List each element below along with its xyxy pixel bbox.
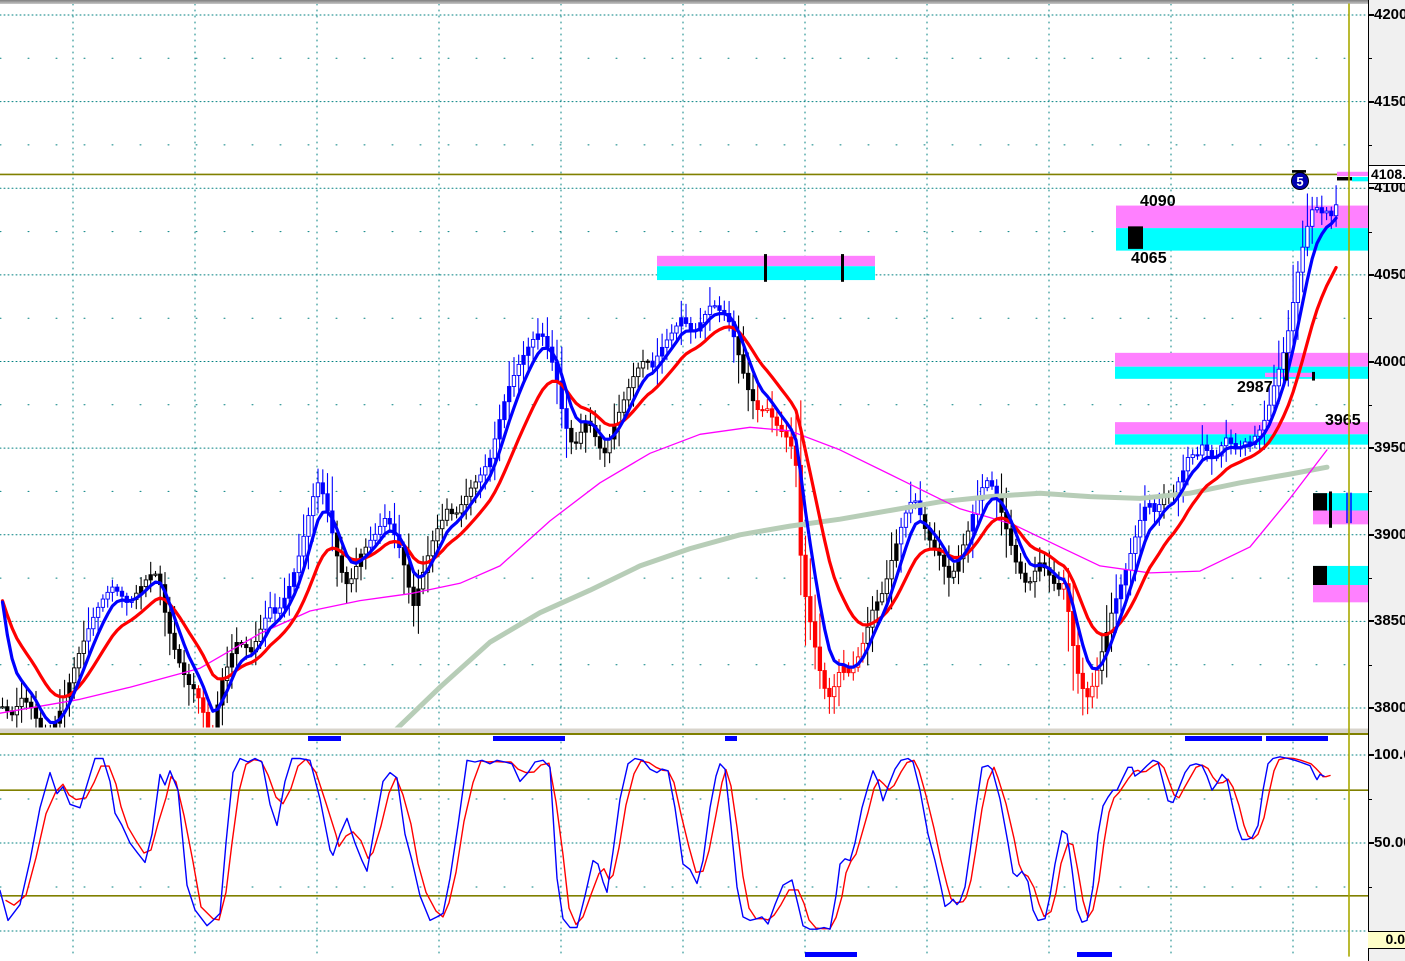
oscillator-value-box: 0.0 — [1368, 931, 1405, 949]
price-tick-label: 4150 — [1374, 92, 1405, 110]
price-tick-minor — [1369, 578, 1372, 580]
zone-markers — [764, 170, 1352, 585]
stoch-k-line — [0, 756, 1325, 930]
price-tick-label: 4000 — [1374, 352, 1405, 370]
stochastic-panel[interactable] — [0, 736, 1368, 958]
stoch-tick-label: 100.0 — [1374, 746, 1405, 763]
price-tick-minor — [1369, 404, 1372, 406]
signal-bars — [308, 736, 1328, 957]
stoch-tick-minor — [1369, 887, 1372, 888]
zone-price-labels: 4090 4065 2987 3965 — [1131, 193, 1361, 429]
price-tick-minor — [1369, 58, 1372, 60]
price-tick — [1369, 187, 1374, 190]
zone-band-demand-3870 — [1313, 584, 1368, 603]
price-tick-label: 3800 — [1374, 699, 1405, 716]
last-price-value: 4108. — [1371, 166, 1405, 182]
price-tick-minor — [1369, 318, 1372, 320]
zone-label: 4065 — [1131, 250, 1167, 267]
price-tick — [1369, 707, 1374, 709]
zone-band-supply-3965 — [1115, 434, 1368, 445]
price-tick — [1369, 14, 1374, 16]
price-tick-minor — [1369, 144, 1372, 146]
zone-band-supply-3965 — [1115, 422, 1368, 435]
last-price-box: 4108. — [1368, 165, 1405, 184]
price-tick-minor — [1369, 664, 1372, 666]
svg-text:5: 5 — [1296, 174, 1303, 189]
zone-stripe — [1265, 372, 1313, 378]
zone-band-demand-3915 — [1313, 510, 1368, 525]
price-tick-minor — [1369, 491, 1372, 493]
chart-plot-area[interactable]: 4090 4065 2987 3965 5 — [0, 0, 1368, 961]
zone-label: 4090 — [1140, 193, 1176, 210]
price-tick — [1369, 273, 1374, 276]
wave-count-badge: 5 — [1291, 172, 1309, 190]
price-tick-label: 3900 — [1374, 525, 1405, 543]
stoch-tick — [1369, 754, 1374, 756]
price-tick — [1369, 533, 1374, 536]
candlesticks — [0, 185, 1339, 728]
price-tick — [1369, 360, 1374, 363]
zone-band-supply-4090 — [1116, 228, 1368, 251]
price-tick — [1369, 447, 1374, 450]
price-axis[interactable]: 4200 4150 4100 4050 4000 3950 3900 3850 3800 — [1368, 0, 1405, 735]
oscillator-axis[interactable]: 100.0 50.00 — [1368, 735, 1405, 961]
zone-label: 3965 — [1325, 412, 1361, 429]
stoch-bottom-border — [0, 956, 1368, 958]
stoch-tick-label: 50.00 — [1374, 834, 1405, 851]
stoch-tick-minor — [1369, 799, 1372, 800]
price-tick-minor — [1369, 231, 1372, 233]
panel-separator[interactable] — [0, 727, 1368, 735]
price-tick — [1369, 100, 1374, 103]
zone-band-mini-4108-pink — [1337, 171, 1368, 177]
price-tick-label: 4050 — [1374, 265, 1405, 283]
zone-label: 2987 — [1237, 379, 1273, 396]
stoch-gridlines — [0, 736, 1368, 956]
price-tick-label: 3850 — [1374, 612, 1405, 630]
window-top-border — [0, 0, 1405, 4]
moving-averages — [0, 216, 1338, 728]
price-tick — [1369, 620, 1374, 623]
oscillator-value: 0.0 — [1385, 931, 1405, 947]
main-panel[interactable]: 4090 4065 2987 3965 5 — [0, 4, 1368, 780]
zone-band-supply-4090 — [1116, 205, 1368, 229]
price-tick-label: 3950 — [1374, 439, 1405, 457]
stoch-tick — [1369, 842, 1374, 844]
zone-band-supply-4000 — [1115, 352, 1368, 367]
price-tick-label: 4200 — [1374, 6, 1405, 23]
zone-band-supply-4000 — [1115, 366, 1368, 379]
zone-band-mini-4108-cyan — [1352, 176, 1368, 182]
